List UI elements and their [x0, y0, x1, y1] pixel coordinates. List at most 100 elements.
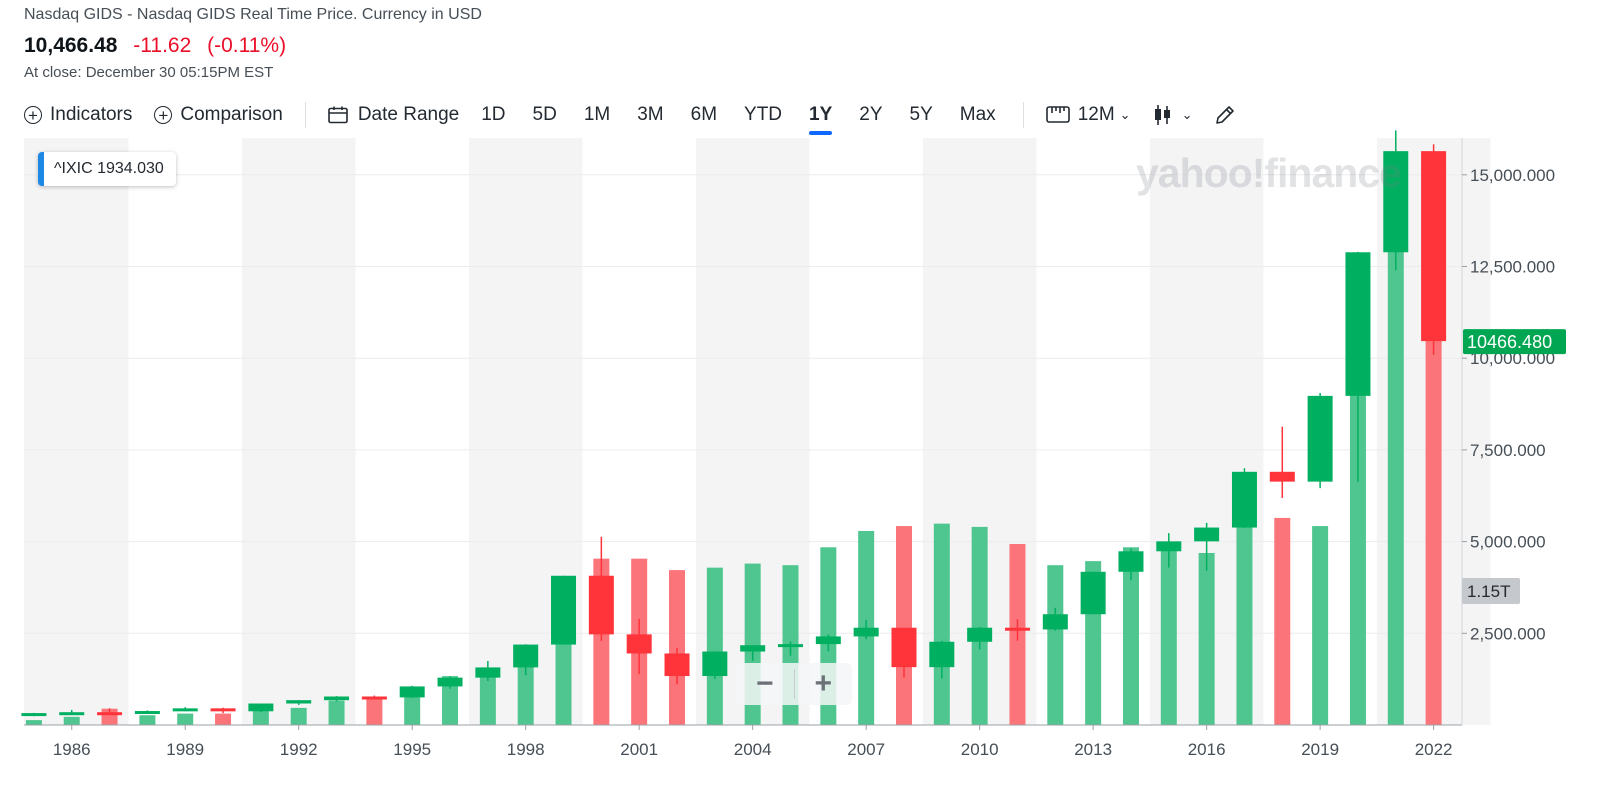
chevron-down-icon: ⌄	[1119, 107, 1131, 122]
x-tick-label: 2004	[734, 740, 772, 759]
date-range-label: Date Range	[357, 104, 460, 125]
toolbar-divider	[1022, 102, 1024, 128]
range-ytd[interactable]: YTD	[744, 104, 783, 125]
candle-body	[437, 677, 463, 687]
candlestick-icon	[1154, 105, 1170, 125]
candle-body	[1345, 252, 1371, 396]
volume-bar	[63, 716, 80, 725]
background-band	[242, 138, 356, 725]
candle-body	[134, 711, 160, 715]
range-5y[interactable]: 5Y	[909, 104, 933, 125]
x-tick-label: 2001	[620, 740, 658, 759]
candle-body	[1194, 527, 1220, 542]
price-chart[interactable]: 15,000.00012,500.00010,000.0007,500.0005…	[0, 130, 1608, 805]
volume-bar	[1349, 330, 1366, 725]
volume-bar	[328, 700, 345, 725]
price-change-percent: (-0.11%)	[207, 34, 287, 57]
plus-circle-icon: +	[154, 106, 173, 124]
candle-body	[324, 696, 350, 701]
calendar-icon	[328, 106, 348, 124]
candle-body	[551, 575, 577, 645]
range-2y[interactable]: 2Y	[859, 104, 883, 125]
candle-body	[21, 713, 47, 717]
candle-body	[1231, 471, 1257, 528]
last-price-tag	[1463, 329, 1566, 355]
candle-body	[967, 627, 993, 642]
x-tick-label: 1992	[280, 740, 318, 759]
zoom-out-button[interactable]: −	[755, 667, 774, 700]
candle-body	[97, 712, 123, 716]
candle-body	[1269, 471, 1295, 482]
range-1m[interactable]: 1M	[583, 104, 611, 125]
range-1y[interactable]: 1Y	[809, 104, 833, 135]
volume-bar	[1160, 548, 1177, 725]
candle-body	[361, 696, 387, 700]
candle-body	[1004, 627, 1030, 631]
price-row: 10,466.48 -11.62 (-0.11%)	[24, 34, 482, 58]
volume-bar	[25, 720, 42, 725]
candle-body	[891, 627, 917, 668]
volume-bar	[479, 668, 496, 725]
candle-body	[513, 644, 539, 668]
x-tick-label: 1998	[507, 740, 545, 759]
volume-bar	[669, 570, 686, 725]
volume-bar	[895, 526, 912, 725]
date-range-button[interactable]: Date Range	[328, 104, 459, 126]
plus-circle-icon: +	[24, 106, 42, 124]
indicators-button[interactable]: + Indicators	[24, 104, 132, 126]
volume-bar	[215, 713, 232, 725]
tooltip-symbol: ^IXIC	[54, 160, 93, 177]
y-tick-label: 12,500.000	[1470, 258, 1555, 277]
interval-label: 12M	[1077, 104, 1115, 125]
range-6m[interactable]: 6M	[690, 104, 718, 125]
volume-bar	[1122, 547, 1139, 725]
candle-body	[740, 645, 766, 652]
toolbar-divider	[304, 102, 306, 128]
candle-body	[626, 634, 652, 654]
range-1d[interactable]: 1D	[481, 104, 506, 125]
y-tick-label: 15,000.000	[1470, 166, 1555, 185]
tooltip-value: 1934.030	[97, 160, 164, 177]
candle-body	[210, 708, 236, 712]
draw-button[interactable]	[1214, 104, 1236, 126]
candle-body	[475, 667, 501, 678]
range-3m[interactable]: 3M	[637, 104, 664, 125]
candle-body	[59, 712, 85, 716]
volume-bar	[1387, 211, 1404, 725]
candle-body	[248, 703, 274, 712]
volume-bar	[933, 523, 950, 725]
range-5d[interactable]: 5D	[532, 104, 557, 125]
close-time: At close: December 30 05:15PM EST	[24, 64, 274, 81]
candle-body	[1042, 614, 1068, 630]
volume-bar	[1312, 526, 1329, 725]
comparison-label: Comparison	[180, 104, 283, 125]
x-tick-label: 2016	[1188, 740, 1226, 759]
candle-body	[1118, 551, 1144, 572]
x-tick-label: 1986	[53, 740, 91, 759]
zoom-divider	[793, 669, 795, 699]
volume-bar	[517, 653, 534, 725]
x-tick-label: 2007	[847, 740, 885, 759]
volume-bar	[1425, 314, 1442, 725]
x-tick-label: 2013	[1074, 740, 1112, 759]
comparison-button[interactable]: + Comparison	[154, 104, 283, 126]
x-tick-label: 2010	[961, 740, 999, 759]
interval-select[interactable]: 12M ⌄	[1045, 104, 1131, 126]
candle-body	[1156, 541, 1182, 552]
volume-bar	[252, 710, 269, 725]
x-tick-label: 2019	[1301, 740, 1339, 759]
range-max[interactable]: Max	[959, 104, 996, 125]
chart-type-select[interactable]: ⌄	[1153, 104, 1193, 126]
candle-body	[702, 651, 728, 677]
pencil-icon	[1216, 106, 1235, 124]
background-band	[24, 138, 129, 725]
volume-bar	[1236, 519, 1253, 725]
candle-body	[664, 653, 690, 677]
zoom-in-button[interactable]: +	[814, 667, 833, 700]
candle-body	[399, 686, 425, 698]
volume-bar	[1047, 565, 1064, 725]
chevron-down-icon: ⌄	[1181, 107, 1193, 122]
volume-bar	[1274, 517, 1291, 725]
candle-body	[853, 627, 879, 637]
candle-body	[778, 644, 803, 648]
